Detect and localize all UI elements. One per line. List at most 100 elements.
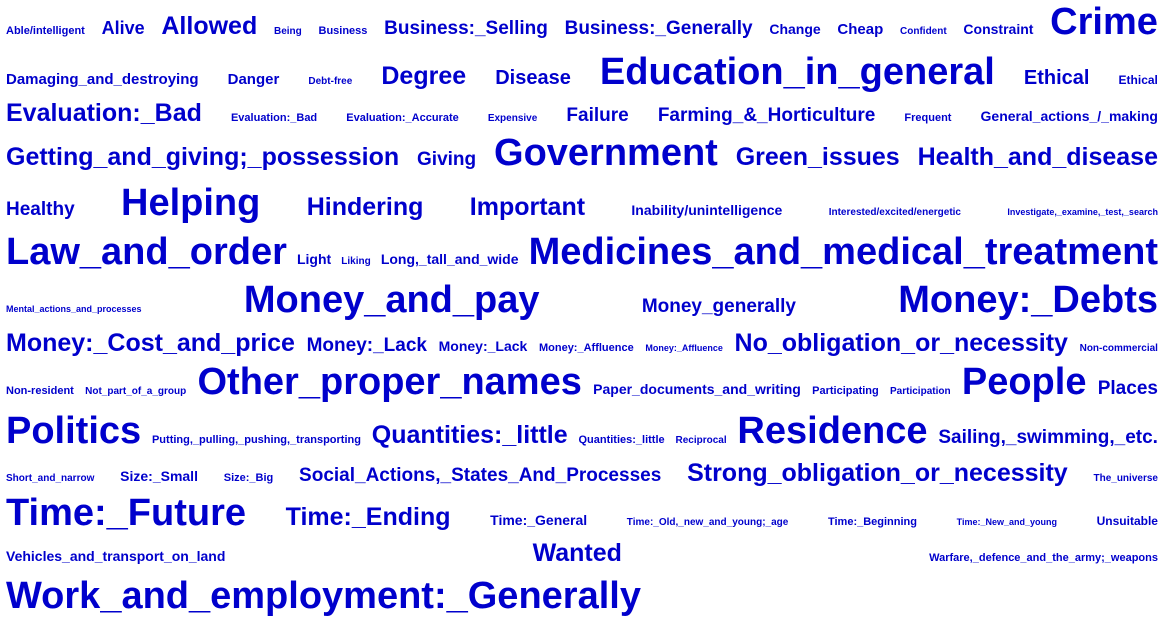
cloud-word: Being	[273, 26, 302, 38]
cloud-word: Not_part_of_a_group	[85, 386, 187, 398]
cloud-word: Work_and_employment:_Generally	[6, 575, 641, 618]
cloud-word: Degree	[381, 62, 467, 91]
cloud-word: Sailing,_swimming,_etc.	[938, 427, 1158, 449]
cloud-word: Time:_Ending	[285, 503, 451, 532]
cloud-word: Participation	[890, 386, 951, 398]
cloud-word: Government	[494, 132, 718, 175]
cloud-word: Crime	[1050, 1, 1158, 44]
cloud-word: Frequent	[904, 112, 952, 124]
cloud-word: Warfare,_defence_and_the_army;_weapons	[929, 552, 1158, 564]
cloud-word: Places	[1097, 378, 1158, 400]
cloud-word: Investigate,_examine,_test,_search	[1007, 207, 1158, 218]
cloud-word: Strong_obligation_or_necessity	[687, 459, 1068, 487]
cloud-word: Helping	[121, 182, 261, 225]
cloud-word: Danger	[227, 71, 280, 89]
cloud-line: Money:_Cost_and_price Money:_Lack Money:_L…	[6, 331, 1158, 356]
cloud-word: Money:_Affluence	[645, 343, 723, 353]
cloud-word: Interested/excited/energetic	[828, 207, 961, 219]
cloud-word: Business:_Selling	[384, 18, 548, 40]
cloud-word: Light	[296, 251, 332, 268]
cloud-line: Short_and_narrow Size:_Small Size:_Big Soci…	[6, 461, 1158, 486]
cloud-word: Putting,_pulling,_pushing,_transporting	[151, 434, 361, 447]
cloud-word: Money:_Lack	[438, 338, 528, 354]
cloud-word: Debt-free	[308, 76, 353, 88]
cloud-word: Getting_and_giving;_possession	[6, 143, 400, 172]
cloud-word: Confident	[900, 26, 947, 38]
cloud-word: Allowed	[161, 12, 258, 41]
cloud-word: Money:_Affluence	[538, 342, 634, 354]
cloud-word: Non-commercial	[1079, 343, 1158, 354]
cloud-word: Money:_Debts	[898, 279, 1158, 322]
cloud-word: Wanted	[532, 539, 622, 567]
cloud-word: Business:_Generally	[564, 18, 753, 40]
cloud-word: Constraint	[963, 21, 1034, 38]
cloud-word: Other_proper_names	[197, 361, 582, 404]
cloud-word: Law_and_order	[6, 231, 287, 274]
cloud-word: Alive	[101, 18, 145, 39]
cloud-line: Getting_and_giving;_possession Giving Gove…	[6, 134, 1158, 172]
cloud-word: Change	[769, 21, 821, 38]
cloud-word: Time:_New_and_young	[956, 517, 1057, 528]
cloud-word: Ethical	[1118, 73, 1158, 88]
cloud-word: Quantities:_little	[371, 421, 568, 450]
cloud-word: Evaluation:_Bad	[6, 99, 202, 127]
cloud-word: Time:_Old,_new_and_young;_age	[626, 517, 789, 529]
cloud-line: Mental_actions_and_processes Money_and_pa…	[6, 281, 1158, 319]
cloud-line: Time:_Future Time:_Ending Time:_General Tim…	[6, 494, 1158, 532]
cloud-line: Able/intelligent Alive Allowed Being Busines…	[6, 3, 1158, 41]
cloud-word: Vehicles_and_transport_on_land	[6, 548, 226, 564]
cloud-word: Green_issues	[735, 143, 900, 172]
cloud-word: Long,_tall_and_wide	[380, 251, 519, 268]
cloud-word: Failure	[566, 105, 629, 126]
cloud-line: Law_and_order Light Liking Long,_tall_and_w…	[6, 233, 1158, 271]
cloud-line: Work_and_employment:_Generally	[6, 577, 1158, 615]
cloud-word: Business	[318, 25, 368, 38]
cloud-word: Education_in_general	[599, 51, 995, 94]
cloud-word: Paper_documents_and_writing	[593, 381, 801, 398]
cloud-word: Non-resident	[6, 385, 74, 398]
cloud-word: Inability/unintelligence	[631, 202, 783, 219]
cloud-word: Ethical	[1023, 67, 1090, 90]
cloud-line: Vehicles_and_transport_on_land Wanted Warf…	[6, 541, 1158, 566]
cloud-word: Money_generally	[641, 296, 796, 318]
cloud-word: Health_and_disease	[917, 143, 1158, 172]
cloud-word: Time:_General	[490, 512, 588, 529]
cloud-word: Expensive	[487, 113, 538, 124]
cloud-word: Cheap	[837, 21, 884, 39]
cloud-word: No_obligation_or_necessity	[734, 329, 1068, 357]
cloud-line: Politics Putting,_pulling,_pushing,_trans…	[6, 412, 1158, 450]
cloud-word: Time:_Beginning	[827, 516, 917, 529]
cloud-word: Money_and_pay	[243, 279, 540, 322]
cloud-word: Disease	[495, 67, 571, 90]
cloud-line: Healthy Helping Hindering Important Inabilit…	[6, 184, 1158, 222]
cloud-word: Evaluation:_Accurate	[346, 112, 459, 124]
cloud-word: Liking	[341, 256, 371, 268]
cloud-line: Damaging_and_destroying Danger Debt-free De…	[6, 53, 1158, 91]
cloud-line: Evaluation:_Bad Evaluation:_Bad Evaluation…	[6, 101, 1158, 126]
cloud-word: Giving	[417, 149, 477, 171]
cloud-word: Farming_&_Horticulture	[657, 105, 876, 126]
cloud-word: General_actions_/_making	[980, 108, 1158, 124]
cloud-word: Social_Actions,_States_And_Processes	[299, 465, 662, 486]
cloud-word: Participating	[812, 385, 879, 398]
cloud-word: Damaging_and_destroying	[6, 71, 199, 89]
cloud-word: Quantities:_little	[578, 434, 665, 447]
cloud-word: Money:_Lack	[306, 335, 427, 356]
cloud-word: Time:_Future	[6, 492, 247, 535]
cloud-word: Evaluation:_Bad	[230, 112, 318, 124]
cloud-word: Healthy	[6, 199, 75, 221]
cloud-word: Size:_Big	[223, 472, 274, 484]
cloud-line: Non-resident Not_part_of_a_group Other_pro…	[6, 363, 1158, 401]
cloud-word: People	[961, 361, 1087, 404]
cloud-word: Important	[469, 193, 586, 222]
cloud-word: Size:_Small	[120, 468, 198, 484]
cloud-word: Politics	[6, 410, 142, 453]
cloud-word: Able/intelligent	[6, 25, 85, 38]
cloud-word: Hindering	[306, 193, 424, 222]
cloud-word: Reciprocal	[675, 435, 727, 447]
cloud-word: Mental_actions_and_processes	[6, 304, 142, 315]
cloud-word: Medicines_and_medical_treatment	[528, 231, 1158, 274]
cloud-word: The_universe	[1093, 473, 1158, 484]
cloud-word: Money:_Cost_and_price	[6, 329, 295, 357]
